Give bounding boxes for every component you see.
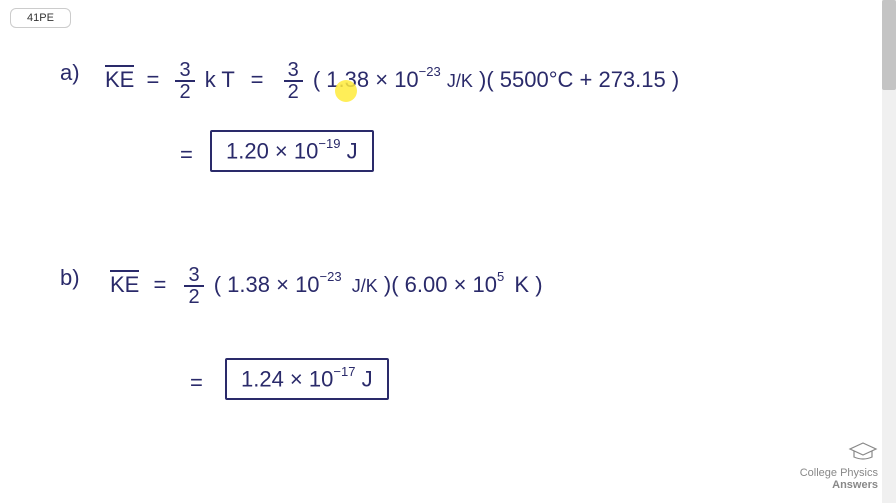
part-a-label: a)	[60, 60, 80, 86]
part-b-equation: KE = 3 2 ( 1.38 × 10−23 J/K )( 6.00 × 10…	[110, 265, 543, 307]
part-b-label: b)	[60, 265, 80, 291]
answer-value: 1.20 × 10	[226, 138, 318, 163]
close-paren: )(	[479, 67, 500, 92]
exponent: −17	[333, 364, 355, 379]
equals: =	[153, 272, 166, 297]
part-a-equation: KE = 3 2 k T = 3 2 ( 1.38 × 10−23 J/K )(…	[105, 60, 679, 102]
close-paren: )(	[384, 272, 405, 297]
brand-logo: College Physics Answers	[800, 441, 878, 491]
close-paren: )	[535, 272, 542, 297]
logo-text-line2: Answers	[800, 479, 878, 491]
close-paren: )	[672, 67, 679, 92]
cursor-highlight-icon	[335, 80, 357, 102]
equals: =	[190, 370, 203, 396]
kelvin-unit: K	[514, 272, 529, 297]
ke-symbol: KE	[110, 272, 139, 298]
answer-unit: J	[347, 138, 358, 163]
kt-term: k T	[205, 67, 235, 92]
open-paren: (	[313, 67, 326, 92]
temperature-kelvin: 6.00 × 10	[405, 272, 497, 297]
problem-tab[interactable]: 41PE	[10, 8, 71, 28]
temperature: 5500°C + 273.15	[500, 67, 666, 92]
scrollbar[interactable]	[882, 0, 896, 503]
answer-value: 1.24 × 10	[241, 366, 333, 391]
open-paren: (	[214, 272, 227, 297]
fraction-three-halves: 3 2	[175, 60, 194, 102]
exponent: −23	[320, 269, 342, 284]
logo-text-line1: College Physics	[800, 467, 878, 479]
equals: =	[251, 67, 264, 92]
equals: =	[180, 142, 193, 168]
fraction-three-halves: 3 2	[284, 60, 303, 102]
equals: =	[146, 67, 159, 92]
exponent: 5	[497, 269, 504, 284]
unit-j-per-k: J/K	[352, 276, 378, 297]
unit-j-per-k: J/K	[447, 71, 473, 92]
part-a-answer-box: 1.20 × 10−19 J	[210, 130, 374, 172]
fraction-three-halves: 3 2	[184, 265, 203, 307]
exponent: −19	[318, 136, 340, 151]
answer-unit: J	[362, 366, 373, 391]
scroll-thumb[interactable]	[882, 0, 896, 90]
ke-symbol: KE	[105, 67, 134, 93]
exponent: −23	[419, 64, 441, 79]
boltzmann-constant: 1.38 × 10	[227, 272, 319, 297]
graduation-cap-icon	[800, 441, 878, 465]
part-b-answer-box: 1.24 × 10−17 J	[225, 358, 389, 400]
